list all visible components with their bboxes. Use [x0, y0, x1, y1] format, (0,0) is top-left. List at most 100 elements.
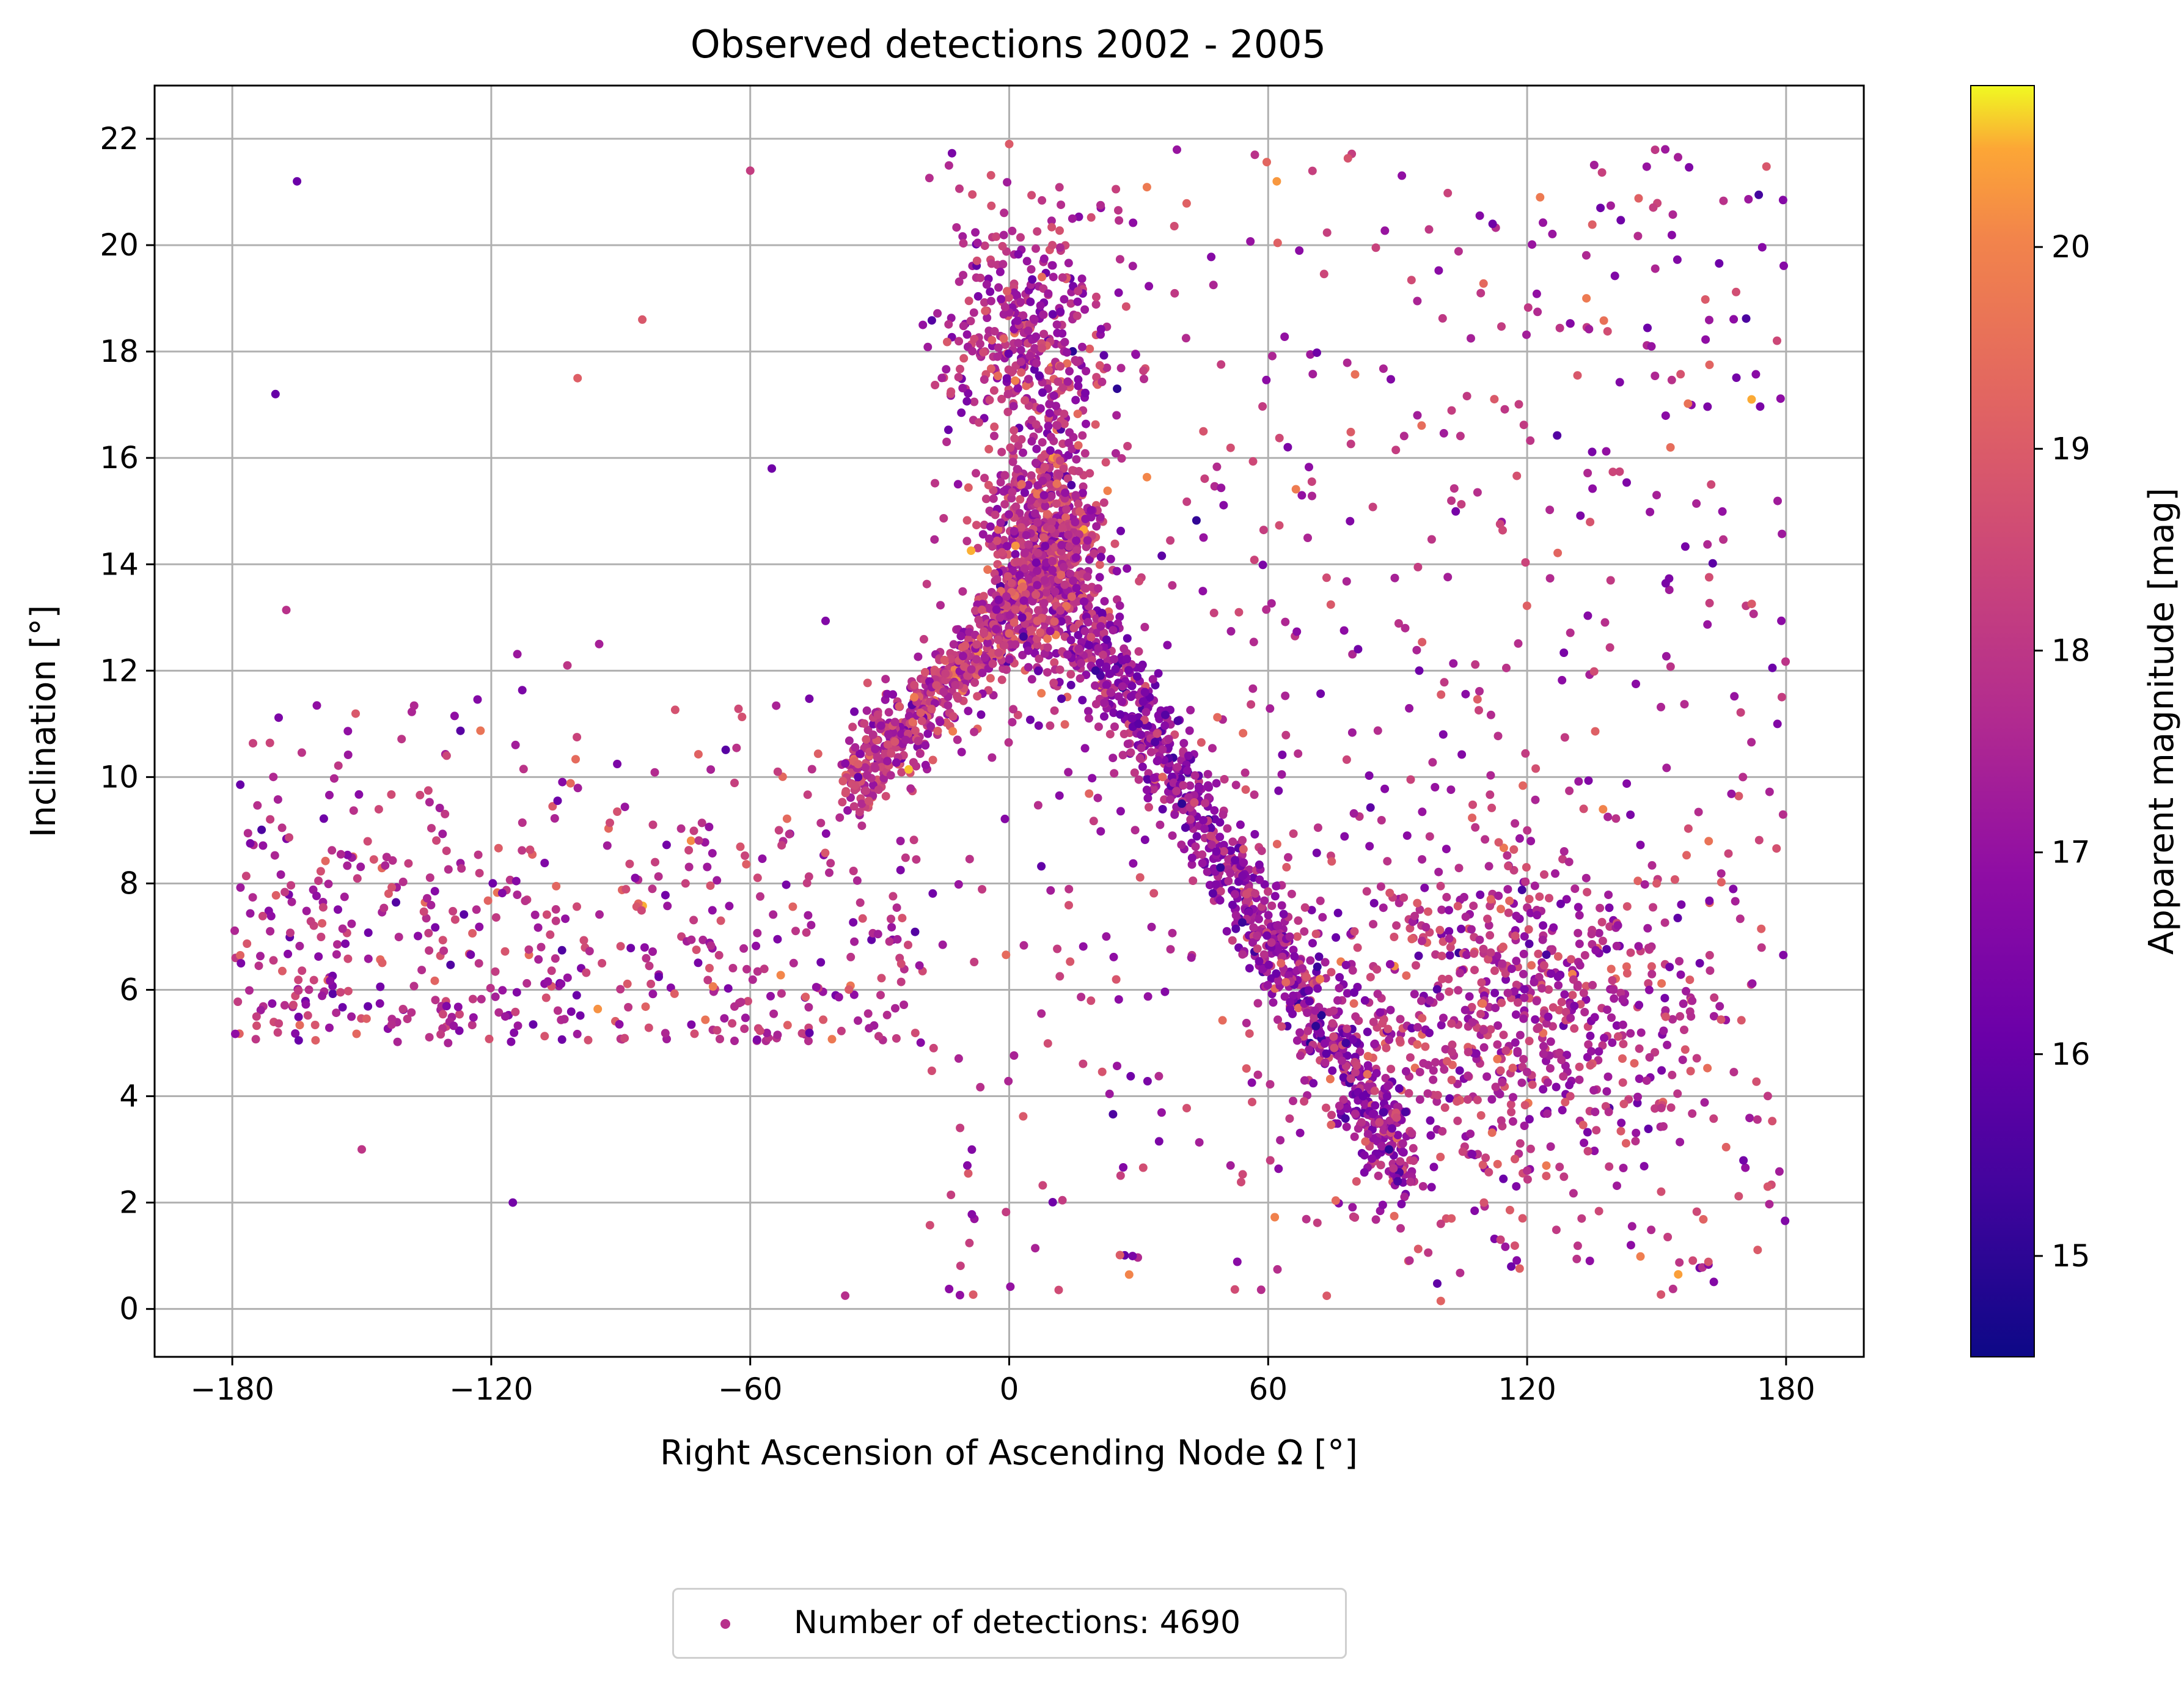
scatter-point — [256, 952, 265, 961]
scatter-point — [1409, 1144, 1418, 1153]
scatter-point — [1112, 411, 1121, 420]
scatter-point — [1394, 619, 1403, 628]
scatter-point — [1039, 254, 1049, 263]
scatter-point — [1749, 609, 1758, 619]
scatter-point — [1080, 626, 1090, 636]
scatter-point — [1040, 576, 1049, 585]
scatter-point — [1231, 856, 1240, 865]
scatter-point — [967, 1145, 977, 1154]
scatter-point — [1471, 823, 1480, 832]
scatter-point — [374, 805, 383, 814]
scatter-point — [268, 999, 277, 1008]
scatter-point — [1060, 580, 1069, 589]
scatter-point — [508, 1198, 518, 1207]
scatter-point — [1396, 1157, 1405, 1166]
scatter-point — [1208, 889, 1217, 898]
scatter-point — [1695, 959, 1704, 968]
scatter-point — [553, 796, 562, 806]
scatter-point — [1420, 883, 1429, 892]
scatter-point — [916, 708, 925, 718]
scatter-point — [892, 758, 901, 767]
scatter-point — [1312, 848, 1321, 858]
scatter-point — [1048, 241, 1057, 250]
scatter-point — [294, 1012, 303, 1021]
scatter-point — [1647, 969, 1657, 979]
scatter-point — [994, 525, 1003, 534]
scatter-point — [438, 1010, 447, 1019]
scatter-point — [1348, 966, 1357, 975]
scatter-point — [1019, 582, 1027, 591]
scatter-point — [1588, 484, 1597, 493]
scatter-point — [329, 774, 339, 783]
scatter-point — [430, 887, 439, 896]
scatter-point — [1475, 687, 1484, 696]
scatter-point — [1346, 439, 1355, 449]
scatter-point — [1106, 688, 1115, 697]
scatter-point — [333, 940, 342, 949]
scatter-point — [1443, 1057, 1451, 1066]
scatter-point — [1005, 510, 1013, 519]
scatter-point — [977, 710, 986, 719]
scatter-point — [1542, 1172, 1551, 1181]
scatter-point — [1365, 842, 1374, 851]
scatter-point — [1545, 1064, 1555, 1073]
scatter-point — [1493, 1159, 1502, 1169]
scatter-point — [1010, 434, 1019, 443]
scatter-point — [1731, 897, 1740, 906]
scatter-point — [1387, 1065, 1396, 1074]
scatter-point — [381, 861, 390, 870]
scatter-point — [1505, 896, 1514, 905]
scatter-point — [838, 798, 847, 807]
scatter-point — [1779, 261, 1788, 270]
scatter-point — [1327, 1120, 1336, 1129]
scatter-point — [948, 727, 958, 736]
scatter-point — [974, 615, 983, 625]
scatter-point — [1401, 623, 1410, 633]
scatter-point — [1267, 902, 1277, 910]
scatter-point — [1247, 1078, 1256, 1087]
scatter-point — [1622, 779, 1632, 788]
scatter-point — [427, 824, 436, 833]
scatter-point — [956, 364, 964, 373]
scatter-point — [1636, 1028, 1646, 1037]
scatter-point — [1508, 1117, 1517, 1126]
scatter-point — [1739, 773, 1748, 782]
scatter-point — [1522, 863, 1531, 872]
scatter-point — [1108, 626, 1118, 635]
scatter-point — [1002, 950, 1011, 960]
scatter-point — [997, 675, 1006, 685]
scatter-point — [375, 999, 384, 1008]
scatter-point — [746, 166, 755, 175]
scatter-point — [893, 935, 902, 944]
x-axis-label: Right Ascension of Ascending Node Ω [°] — [660, 1433, 1358, 1473]
scatter-point — [1523, 1175, 1532, 1184]
scatter-point — [1053, 944, 1062, 953]
legend-marker-icon — [720, 1619, 730, 1629]
scatter-point — [1048, 1198, 1057, 1206]
scatter-point — [325, 790, 334, 799]
scatter-point — [1095, 658, 1104, 667]
scatter-point — [533, 923, 543, 932]
scatter-point — [956, 1262, 965, 1271]
scatter-point — [1147, 922, 1156, 931]
scatter-point — [1191, 842, 1200, 851]
scatter-point — [976, 1082, 985, 1092]
scatter-point — [476, 726, 485, 735]
scatter-point — [1200, 474, 1209, 483]
scatter-point — [904, 765, 913, 774]
scatter-point — [1557, 997, 1566, 1007]
scatter-point — [1114, 995, 1123, 1004]
scatter-point — [1461, 913, 1470, 922]
scatter-point — [1032, 444, 1041, 454]
scatter-point — [1649, 903, 1657, 912]
scatter-point — [1226, 1161, 1235, 1170]
scatter-point — [1545, 505, 1555, 515]
scatter-point — [789, 958, 798, 968]
scatter-point — [1024, 375, 1033, 384]
scatter-point — [670, 705, 680, 714]
chart-title: Observed detections 2002 - 2005 — [691, 22, 1326, 67]
scatter-point — [362, 1014, 371, 1023]
scatter-point — [956, 1123, 965, 1133]
scatter-point — [278, 966, 287, 975]
scatter-point — [654, 872, 663, 881]
